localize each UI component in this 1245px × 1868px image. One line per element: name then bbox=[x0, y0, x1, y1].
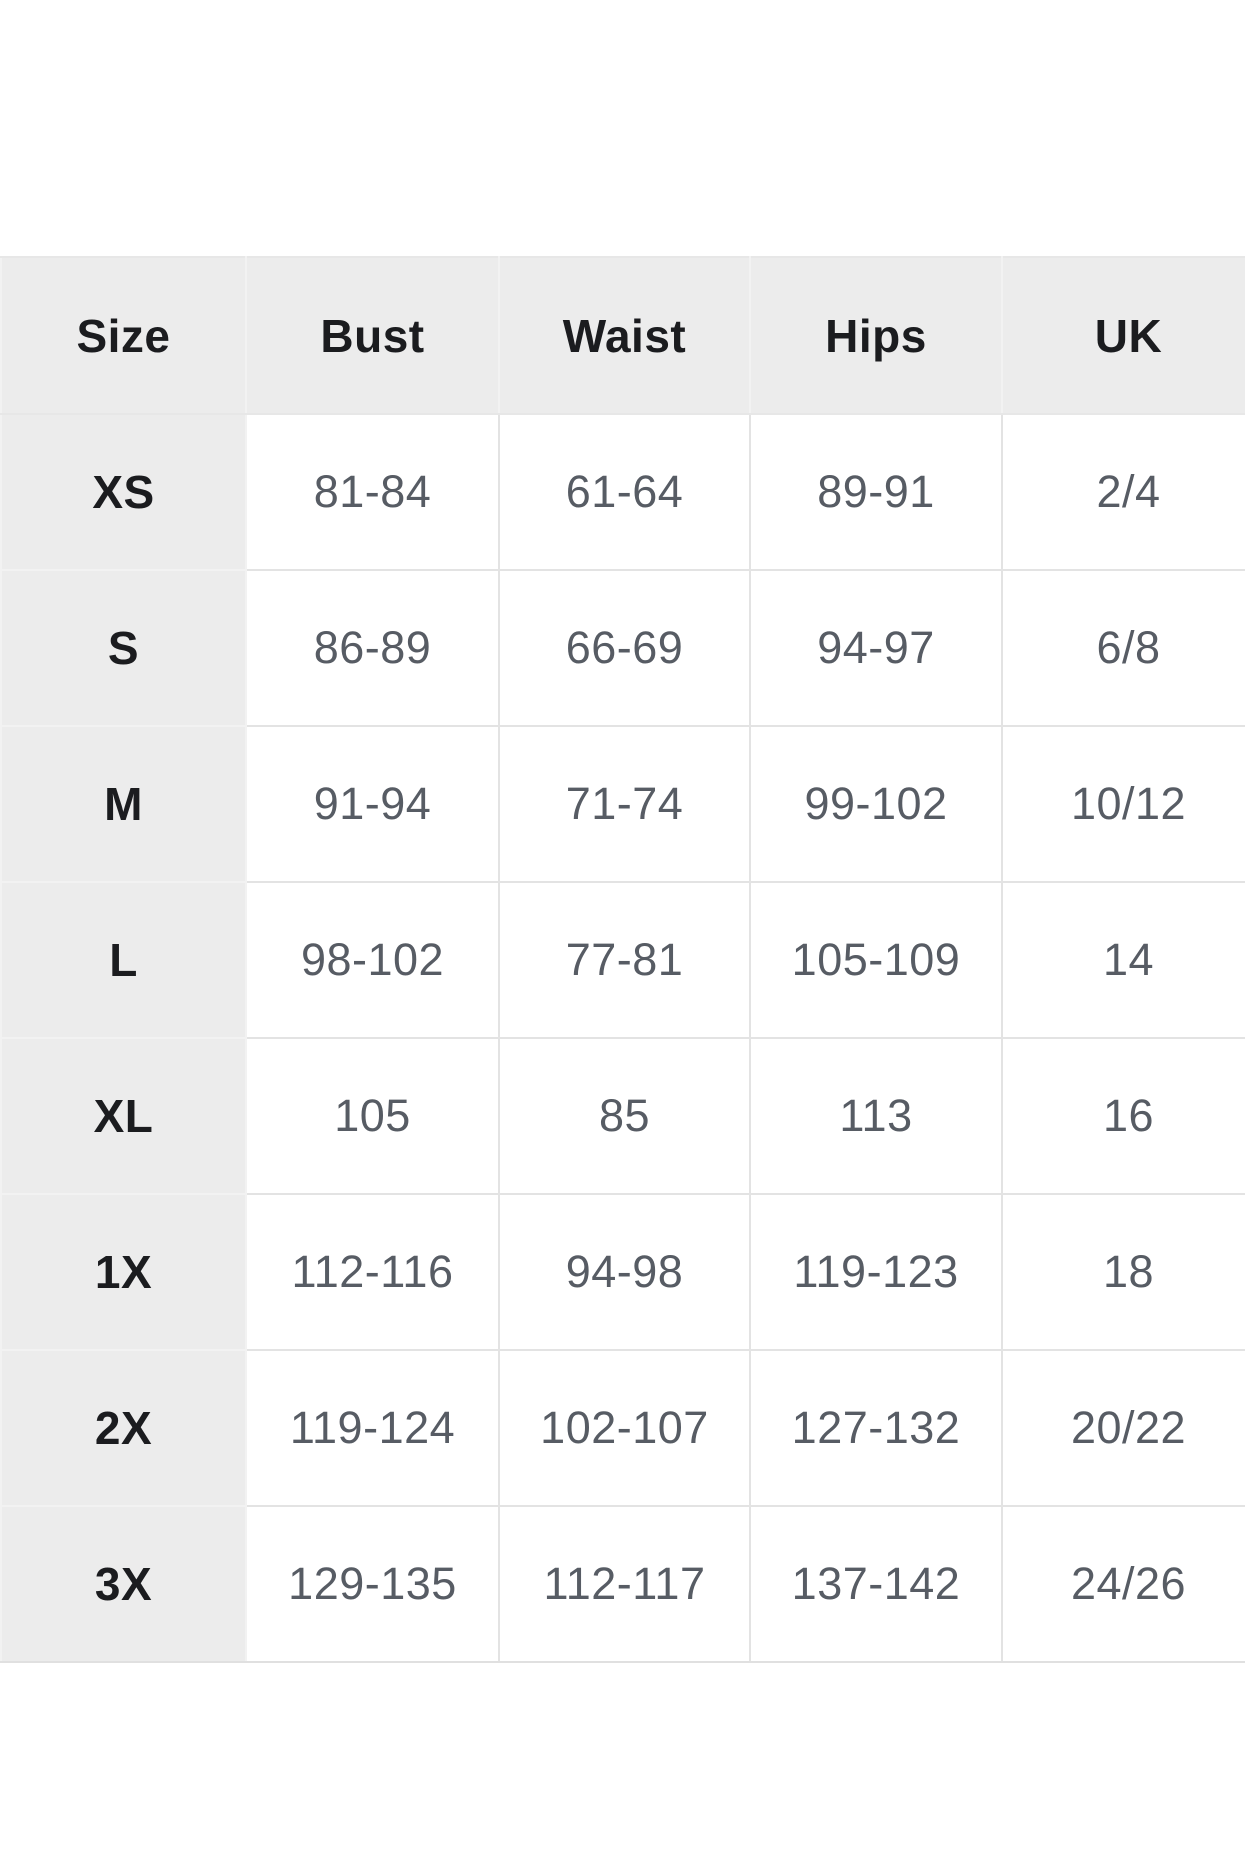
cell-2x-hips: 127-132 bbox=[749, 1349, 1003, 1507]
row-label-3x: 3X bbox=[0, 1505, 247, 1663]
cell-l-waist: 77-81 bbox=[498, 881, 751, 1039]
cell-2x-bust: 119-124 bbox=[245, 1349, 500, 1507]
table-row-m: M 91-94 71-74 99-102 10/12 bbox=[0, 725, 1245, 883]
row-label-s: S bbox=[0, 569, 247, 727]
cell-l-uk: 14 bbox=[1001, 881, 1245, 1039]
table-row-l: L 98-102 77-81 105-109 14 bbox=[0, 881, 1245, 1039]
cell-s-hips: 94-97 bbox=[749, 569, 1003, 727]
col-header-bust: Bust bbox=[245, 256, 500, 415]
cell-xl-hips: 113 bbox=[749, 1037, 1003, 1195]
col-header-uk: UK bbox=[1001, 256, 1245, 415]
table-row-3x: 3X 129-135 112-117 137-142 24/26 bbox=[0, 1505, 1245, 1663]
row-label-xs: XS bbox=[0, 413, 247, 571]
cell-3x-hips: 137-142 bbox=[749, 1505, 1003, 1663]
row-label-1x: 1X bbox=[0, 1193, 247, 1351]
cell-1x-waist: 94-98 bbox=[498, 1193, 751, 1351]
cell-xs-bust: 81-84 bbox=[245, 413, 500, 571]
col-header-waist: Waist bbox=[498, 256, 751, 415]
cell-xs-waist: 61-64 bbox=[498, 413, 751, 571]
cell-1x-bust: 112-116 bbox=[245, 1193, 500, 1351]
header-row: Size Bust Waist Hips UK bbox=[0, 256, 1245, 415]
cell-l-bust: 98-102 bbox=[245, 881, 500, 1039]
cell-xl-uk: 16 bbox=[1001, 1037, 1245, 1195]
cell-3x-waist: 112-117 bbox=[498, 1505, 751, 1663]
table-row-xs: XS 81-84 61-64 89-91 2/4 bbox=[0, 413, 1245, 571]
cell-xl-waist: 85 bbox=[498, 1037, 751, 1195]
cell-xl-bust: 105 bbox=[245, 1037, 500, 1195]
col-header-size: Size bbox=[0, 256, 247, 415]
table-row-s: S 86-89 66-69 94-97 6/8 bbox=[0, 569, 1245, 727]
cell-2x-uk: 20/22 bbox=[1001, 1349, 1245, 1507]
row-label-2x: 2X bbox=[0, 1349, 247, 1507]
cell-m-bust: 91-94 bbox=[245, 725, 500, 883]
cell-3x-bust: 129-135 bbox=[245, 1505, 500, 1663]
cell-3x-uk: 24/26 bbox=[1001, 1505, 1245, 1663]
cell-1x-uk: 18 bbox=[1001, 1193, 1245, 1351]
col-header-hips: Hips bbox=[749, 256, 1003, 415]
cell-xs-hips: 89-91 bbox=[749, 413, 1003, 571]
cell-m-uk: 10/12 bbox=[1001, 725, 1245, 883]
cell-l-hips: 105-109 bbox=[749, 881, 1003, 1039]
row-label-l: L bbox=[0, 881, 247, 1039]
row-label-m: M bbox=[0, 725, 247, 883]
cell-s-bust: 86-89 bbox=[245, 569, 500, 727]
cell-s-uk: 6/8 bbox=[1001, 569, 1245, 727]
size-chart-table: Size Bust Waist Hips UK XS 81-84 61-64 8… bbox=[0, 256, 1245, 1663]
cell-s-waist: 66-69 bbox=[498, 569, 751, 727]
cell-m-hips: 99-102 bbox=[749, 725, 1003, 883]
cell-1x-hips: 119-123 bbox=[749, 1193, 1003, 1351]
cell-m-waist: 71-74 bbox=[498, 725, 751, 883]
table-row-1x: 1X 112-116 94-98 119-123 18 bbox=[0, 1193, 1245, 1351]
cell-2x-waist: 102-107 bbox=[498, 1349, 751, 1507]
cell-xs-uk: 2/4 bbox=[1001, 413, 1245, 571]
table-row-xl: XL 105 85 113 16 bbox=[0, 1037, 1245, 1195]
row-label-xl: XL bbox=[0, 1037, 247, 1195]
table-row-2x: 2X 119-124 102-107 127-132 20/22 bbox=[0, 1349, 1245, 1507]
